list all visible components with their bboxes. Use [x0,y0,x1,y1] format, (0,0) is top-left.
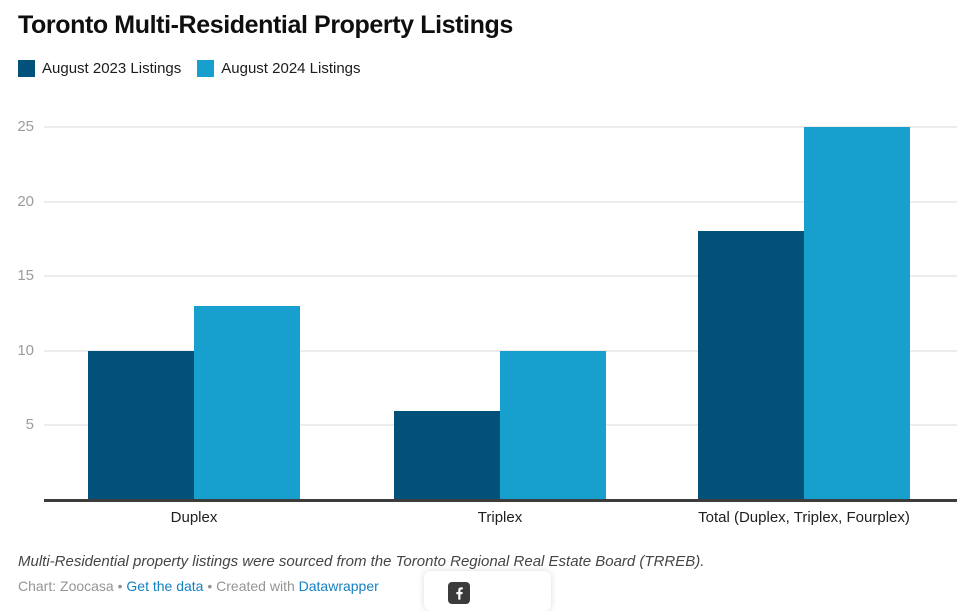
gridline-20 [44,200,957,203]
facebook-share-button[interactable] [448,582,470,604]
category-label-duplex: Duplex [170,509,218,526]
created-with-text: Created with [216,578,295,594]
bar-total-2023[interactable] [698,231,804,500]
separator-dot: • [207,578,213,594]
x-axis-baseline [44,499,957,502]
bar-triplex-2023[interactable] [394,410,500,500]
chart-legend: August 2023 Listings August 2024 Listing… [18,60,361,77]
gridline-25 [44,126,957,128]
category-label-total: Total (Duplex, Triplex, Fourplex) [698,509,910,526]
bar-duplex-2023[interactable] [88,350,194,500]
datawrapper-link[interactable]: Datawrapper [298,578,379,594]
y-axis-tick-25: 25 [17,118,34,135]
source-note: Multi-Residential property listings were… [18,553,705,570]
bar-duplex-2024[interactable] [194,306,300,500]
y-axis-tick-10: 10 [17,341,34,359]
legend-item-2023: August 2023 Listings [18,60,181,77]
facebook-icon [451,585,467,601]
bar-total-2024[interactable] [804,127,910,500]
legend-swatch-2024 [197,60,215,77]
separator-dot: • [117,578,123,594]
bar-triplex-2024[interactable] [500,350,606,500]
attribution-footer: Chart: Zoocasa • Get the data • Created … [18,578,379,594]
chart-credit: Chart: Zoocasa [18,578,114,594]
y-axis-tick-20: 20 [17,192,34,210]
get-the-data-link[interactable]: Get the data [126,578,204,594]
gridline-15 [44,275,957,278]
y-axis-tick-15: 15 [17,267,34,285]
legend-item-2024: August 2024 Listings [197,60,361,77]
share-toolbar[interactable] [424,571,551,611]
y-axis-tick-5: 5 [25,416,34,434]
chart-title: Toronto Multi-Residential Property Listi… [18,11,513,39]
legend-label-2024: August 2024 Listings [221,60,361,77]
legend-swatch-2023 [18,60,35,77]
legend-label-2023: August 2023 Listings [42,60,182,77]
category-label-triplex: Triplex [477,509,523,526]
